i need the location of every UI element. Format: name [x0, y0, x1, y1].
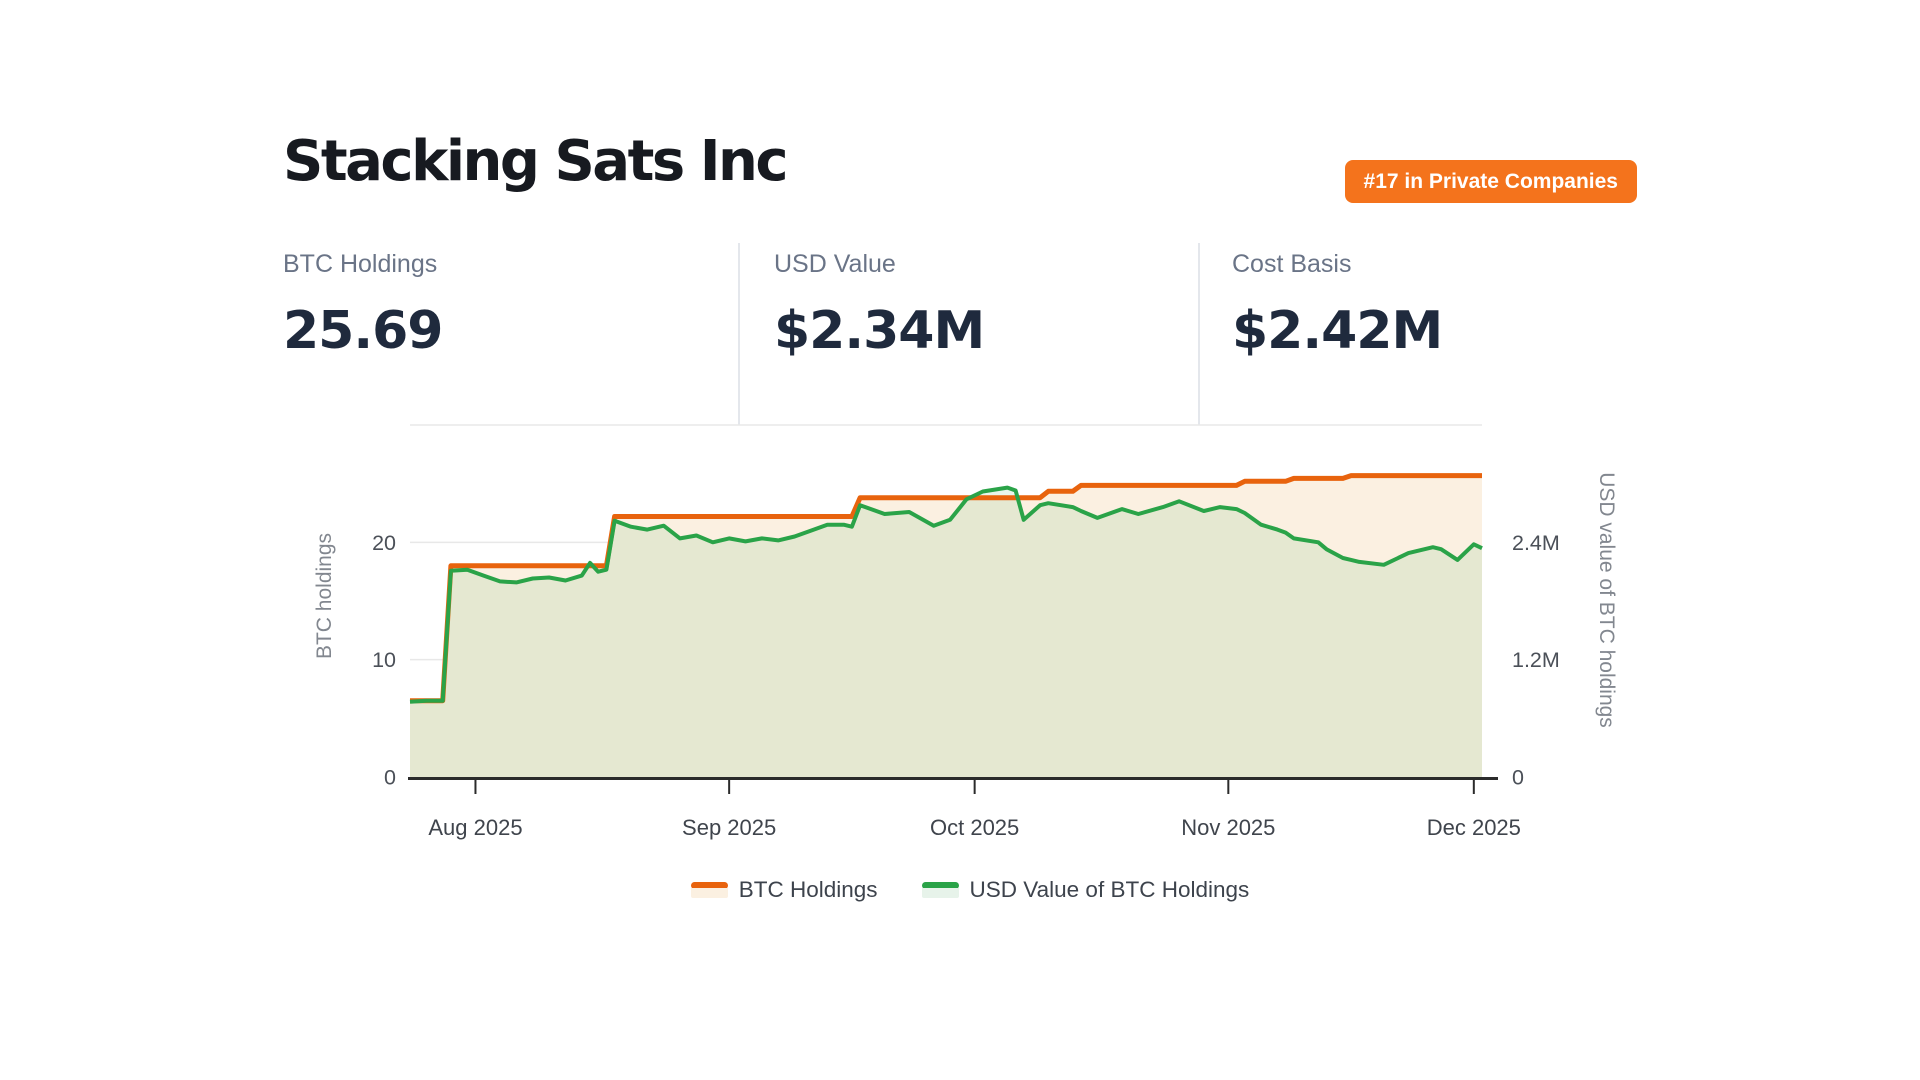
- legend-line-sample: [921, 881, 959, 889]
- legend-swatch-orange: [690, 881, 728, 899]
- btc-holdings-area: [410, 475, 1482, 777]
- right-tick-label: 0: [1512, 766, 1524, 790]
- legend-swatch-green: [921, 881, 959, 899]
- stat-divider: [738, 243, 740, 425]
- left-tick-label: 0: [384, 766, 396, 790]
- ranking-badge[interactable]: #17 in Private Companies: [1344, 160, 1637, 203]
- right-tick-label: 2.4M: [1512, 531, 1560, 555]
- x-tick-label: Nov 2025: [1181, 815, 1275, 840]
- right-axis-title: USD value of BTC holdings: [1595, 472, 1618, 728]
- stat-divider: [1198, 243, 1200, 425]
- legend-area-sample: [921, 887, 959, 898]
- right-tick-label: 1.2M: [1512, 648, 1560, 672]
- left-tick-label: 10: [372, 648, 396, 672]
- stat-label: USD Value: [774, 250, 896, 278]
- legend-area-sample: [690, 887, 728, 898]
- holdings-chart[interactable]: Aug 2025 Sep 2025 Oct 2025 Nov 2025 Dec 2025…: [300, 415, 1640, 945]
- left-tick-label: 20: [372, 531, 396, 555]
- legend-label: USD Value of BTC Holdings: [969, 877, 1250, 902]
- stat-cost-basis: Cost Basis $2.42M: [1232, 243, 1443, 361]
- legend-item-btc-holdings[interactable]: BTC Holdings: [690, 877, 878, 903]
- stats-row: BTC Holdings 25.69 USD Value $2.34M Cost…: [0, 243, 1920, 425]
- legend-line-sample: [690, 881, 728, 889]
- left-axis-title: BTC holdings: [313, 533, 336, 659]
- stat-label: Cost Basis: [1232, 250, 1352, 278]
- usd-value-area: [410, 487, 1482, 777]
- usd-value-line: [409, 485, 1483, 704]
- stat-btc-holdings: BTC Holdings 25.69: [283, 243, 443, 361]
- x-tick-label: Dec 2025: [1427, 815, 1521, 840]
- legend-item-usd-value[interactable]: USD Value of BTC Holdings: [921, 877, 1250, 903]
- x-tick-label: Oct 2025: [930, 815, 1019, 840]
- stat-usd-value: USD Value $2.34M: [774, 243, 985, 361]
- stat-label: BTC Holdings: [283, 250, 438, 278]
- stat-value: 25.69: [283, 301, 443, 361]
- x-tick-label: Aug 2025: [428, 815, 522, 840]
- legend-label: BTC Holdings: [738, 877, 878, 902]
- stat-value: $2.34M: [774, 301, 985, 361]
- chart-lines: [409, 473, 1483, 704]
- x-tick-label: Sep 2025: [682, 815, 776, 840]
- stat-value: $2.42M: [1232, 301, 1443, 361]
- page-title: Stacking Sats Inc: [283, 129, 789, 194]
- chart-legend: BTC Holdings USD Value of BTC Holdings: [300, 874, 1640, 906]
- chart-tick-labels: Aug 2025 Sep 2025 Oct 2025 Nov 2025 Dec 2025…: [372, 531, 1560, 840]
- holdings-chart-svg[interactable]: Aug 2025 Sep 2025 Oct 2025 Nov 2025 Dec 2025…: [300, 415, 1640, 945]
- chart-x-axis: [408, 777, 1498, 794]
- chart-areas: [410, 475, 1482, 777]
